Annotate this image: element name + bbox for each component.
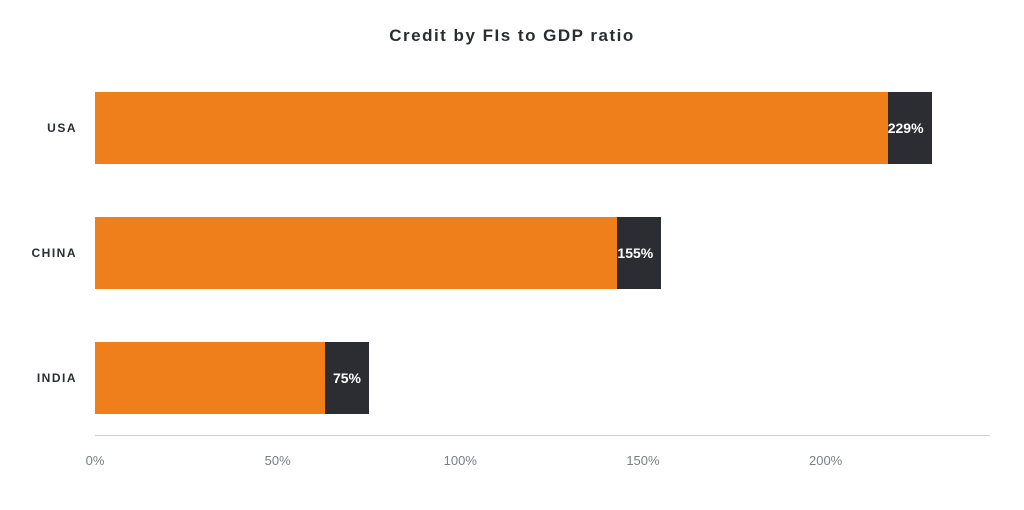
- chart-title: Credit by FIs to GDP ratio: [0, 26, 1024, 46]
- x-tick-label: 50%: [265, 453, 291, 468]
- y-axis-label: CHINA: [32, 246, 78, 260]
- x-axis-line: [95, 435, 990, 436]
- bar-main: [95, 92, 888, 164]
- bar-value-label: 155%: [617, 245, 653, 261]
- bar-value-label: 229%: [888, 120, 924, 136]
- x-tick-label: 100%: [444, 453, 477, 468]
- y-axis-label: INDIA: [37, 371, 77, 385]
- x-tick-label: 150%: [626, 453, 659, 468]
- bar-main: [95, 217, 617, 289]
- bar-row: CHINA155%: [95, 217, 661, 289]
- x-tick-label: 200%: [809, 453, 842, 468]
- bar-value-label: 75%: [333, 370, 361, 386]
- x-tick-label: 0%: [86, 453, 105, 468]
- chart-container: Credit by FIs to GDP ratio USA229%CHINA1…: [0, 0, 1024, 510]
- bar-main: [95, 342, 325, 414]
- bar-row: USA229%: [95, 92, 932, 164]
- bar-row: INDIA75%: [95, 342, 369, 414]
- plot-area: USA229%CHINA155%INDIA75% 0%50%100%150%20…: [95, 70, 990, 435]
- y-axis-label: USA: [47, 121, 77, 135]
